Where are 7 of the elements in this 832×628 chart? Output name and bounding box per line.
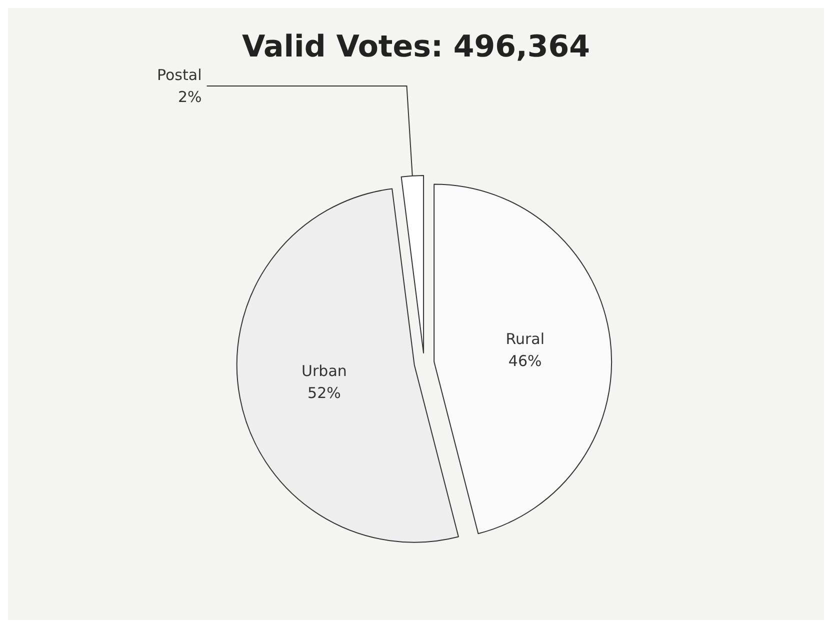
data-label: 46% [508, 352, 542, 370]
slice-label: Rural [506, 330, 544, 348]
chart-title: Valid Votes: 496,364 [242, 30, 590, 64]
slice-label: Urban [302, 362, 347, 380]
slice-label: Postal [156, 66, 202, 84]
data-label: 2% [178, 88, 202, 106]
data-label: 52% [308, 384, 341, 402]
